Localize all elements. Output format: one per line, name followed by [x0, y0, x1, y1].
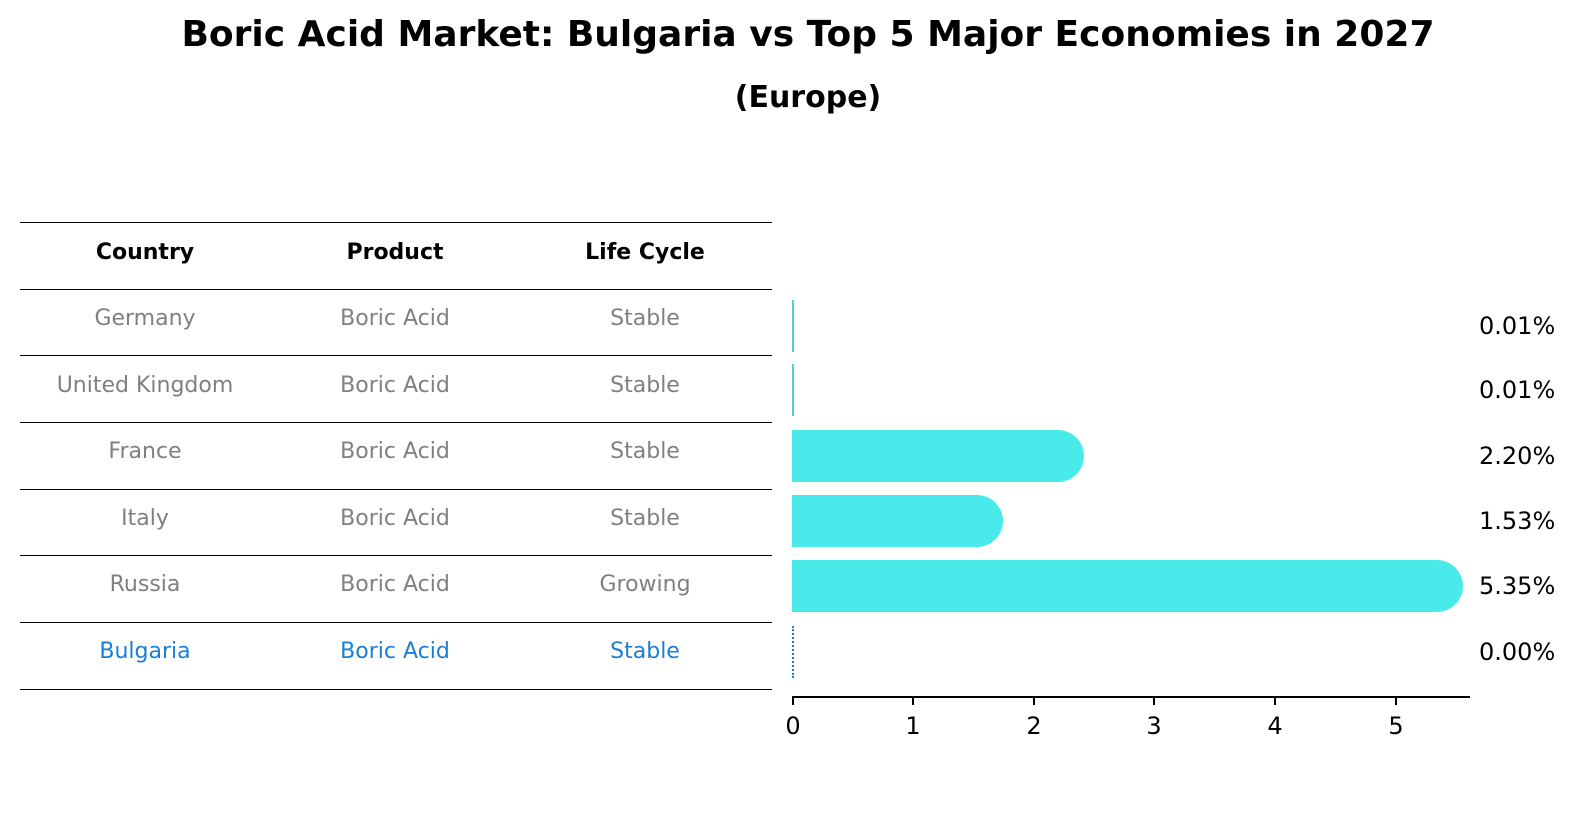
table-divider [20, 222, 772, 223]
column-header-country: Country [95, 240, 195, 265]
x-tick [1274, 696, 1276, 705]
chart-subtitle: (Europe) [734, 80, 882, 115]
cell-life-cycle-highlight: Stable [610, 639, 680, 664]
x-tick [1153, 696, 1155, 705]
cell-product: Boric Acid [340, 572, 450, 597]
x-tick-label: 3 [1146, 712, 1162, 740]
cell-product: Boric Acid [340, 373, 450, 398]
cell-life-cycle: Stable [610, 373, 680, 398]
table-divider [20, 422, 772, 423]
x-tick-label: 1 [905, 712, 921, 740]
x-tick [792, 696, 794, 705]
x-tick-label: 4 [1267, 712, 1283, 740]
value-label: 0.01% [1479, 376, 1556, 404]
chart-title: Boric Acid Market: Bulgaria vs Top 5 Maj… [181, 14, 1435, 55]
cell-life-cycle: Stable [610, 506, 680, 531]
value-label: 5.35% [1479, 572, 1556, 600]
cell-country: Italy [121, 506, 169, 531]
x-tick-label: 0 [785, 712, 801, 740]
column-header-life-cycle: Life Cycle [585, 240, 705, 265]
table-divider [20, 355, 772, 356]
cell-country-highlight: Bulgaria [99, 639, 191, 664]
cell-country: Russia [109, 572, 181, 597]
cell-product: Boric Acid [340, 439, 450, 464]
bar-italy [792, 495, 1003, 547]
value-label: 0.01% [1479, 312, 1556, 340]
cell-life-cycle: Stable [610, 306, 680, 331]
value-label: 1.53% [1479, 507, 1556, 535]
cell-life-cycle: Stable [610, 439, 680, 464]
cell-country: United Kingdom [56, 373, 234, 398]
cell-country: Germany [94, 306, 196, 331]
table-divider [20, 622, 772, 623]
x-tick [1033, 696, 1035, 705]
x-axis [792, 696, 1470, 698]
bar-russia [792, 560, 1463, 612]
cell-country: France [108, 439, 182, 464]
table-divider [20, 489, 772, 490]
value-label: 0.00% [1479, 638, 1556, 666]
x-tick-label: 2 [1026, 712, 1042, 740]
x-tick [912, 696, 914, 705]
bar-france [792, 430, 1084, 482]
table-divider [20, 689, 772, 690]
bar-germany [792, 300, 794, 352]
cell-product: Boric Acid [340, 306, 450, 331]
x-tick-label: 5 [1388, 712, 1404, 740]
table-divider [20, 555, 772, 556]
cell-product-highlight: Boric Acid [340, 639, 450, 664]
value-label: 2.20% [1479, 442, 1556, 470]
x-tick [1395, 696, 1397, 705]
bar-bulgaria [792, 626, 794, 678]
cell-product: Boric Acid [340, 506, 450, 531]
cell-life-cycle: Growing [599, 572, 691, 597]
bar-united-kingdom [792, 364, 794, 416]
column-header-product: Product [346, 240, 444, 265]
table-divider [20, 289, 772, 290]
